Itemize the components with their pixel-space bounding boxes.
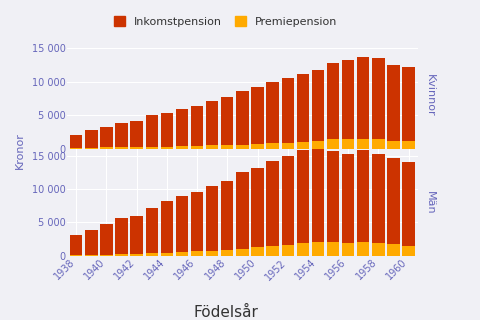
Bar (327, 63, 339, 149)
Bar (70, 135, 83, 149)
Bar (161, 201, 173, 256)
Bar (327, 151, 339, 256)
Bar (312, 141, 324, 149)
Bar (402, 246, 415, 256)
Bar (297, 150, 309, 256)
Bar (191, 146, 204, 149)
Text: Kronor: Kronor (14, 132, 24, 169)
Bar (131, 216, 143, 256)
Text: Födelsår: Födelsår (193, 305, 258, 320)
Bar (221, 181, 233, 256)
Bar (312, 70, 324, 149)
Bar (402, 141, 415, 149)
Bar (266, 161, 279, 256)
Bar (281, 156, 294, 256)
Bar (85, 230, 97, 256)
Bar (70, 148, 83, 149)
Bar (100, 148, 113, 149)
Bar (281, 143, 294, 149)
Bar (372, 154, 384, 256)
Bar (252, 87, 264, 149)
Bar (236, 91, 249, 149)
Bar (327, 242, 339, 256)
Bar (145, 147, 158, 149)
Bar (236, 172, 249, 256)
Bar (161, 253, 173, 256)
Bar (115, 219, 128, 256)
Bar (131, 148, 143, 149)
Bar (115, 123, 128, 149)
Bar (100, 224, 113, 256)
Bar (372, 58, 384, 149)
Bar (252, 247, 264, 256)
Legend: Inkomstpension, Premiepension: Inkomstpension, Premiepension (109, 12, 342, 31)
Bar (236, 145, 249, 149)
Bar (357, 139, 370, 149)
Bar (252, 168, 264, 256)
Bar (145, 253, 158, 256)
Bar (191, 192, 204, 256)
Bar (176, 252, 188, 256)
Bar (100, 127, 113, 149)
Bar (297, 142, 309, 149)
Bar (387, 244, 400, 256)
Bar (372, 139, 384, 149)
Bar (266, 246, 279, 256)
Bar (70, 255, 83, 256)
Bar (115, 148, 128, 149)
Bar (342, 154, 354, 256)
Bar (131, 121, 143, 149)
Bar (342, 60, 354, 149)
Bar (161, 147, 173, 149)
Bar (145, 208, 158, 256)
Bar (131, 254, 143, 256)
Bar (236, 249, 249, 256)
Bar (297, 243, 309, 256)
Bar (176, 108, 188, 149)
Bar (206, 186, 218, 256)
Bar (387, 141, 400, 149)
Bar (312, 149, 324, 256)
Bar (372, 243, 384, 256)
Bar (70, 235, 83, 256)
Bar (402, 162, 415, 256)
Bar (115, 254, 128, 256)
Bar (206, 100, 218, 149)
Bar (266, 143, 279, 149)
Bar (357, 150, 370, 256)
Bar (281, 244, 294, 256)
Bar (206, 146, 218, 149)
Bar (221, 97, 233, 149)
Bar (357, 57, 370, 149)
Bar (327, 140, 339, 149)
Bar (176, 146, 188, 149)
Bar (387, 65, 400, 149)
Bar (176, 196, 188, 256)
Bar (357, 242, 370, 256)
Bar (85, 148, 97, 149)
Bar (312, 242, 324, 256)
Bar (252, 144, 264, 149)
Text: Män: Män (425, 191, 434, 214)
Bar (100, 255, 113, 256)
Bar (266, 82, 279, 149)
Bar (206, 251, 218, 256)
Bar (402, 67, 415, 149)
Text: Kvinnor: Kvinnor (425, 74, 434, 116)
Bar (161, 113, 173, 149)
Bar (281, 78, 294, 149)
Bar (191, 251, 204, 256)
Bar (221, 146, 233, 149)
Bar (145, 115, 158, 149)
Bar (85, 255, 97, 256)
Bar (191, 106, 204, 149)
Bar (387, 158, 400, 256)
Bar (342, 243, 354, 256)
Bar (342, 139, 354, 149)
Bar (85, 130, 97, 149)
Bar (221, 250, 233, 256)
Bar (297, 74, 309, 149)
